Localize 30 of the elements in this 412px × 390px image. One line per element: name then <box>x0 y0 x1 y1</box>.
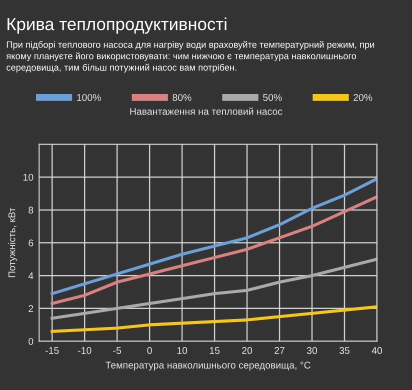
x-tick-label: 40 <box>372 347 382 354</box>
line-series <box>50 305 377 333</box>
x-axis-title: Температура навколишнього середовища, °C <box>106 362 310 370</box>
chart-subtitle: При підборі теплового насоса для нагріву води враховуйте температурний режим, при якому плануєте його використовувати: чим нижчою є температура навколишнього середовища, тим більш потужний насос вам потрібен. <box>6 40 374 73</box>
x-tick-label: 15 <box>210 347 220 354</box>
legend-label: 50% <box>263 94 282 101</box>
x-tick-label: 27 <box>274 347 284 354</box>
legend-title: Навантаження на тепловий насос <box>130 108 282 115</box>
y-tick-label: 0 <box>28 338 34 345</box>
x-tick-label: 30 <box>306 347 318 354</box>
x-tick-label: -10 <box>78 347 92 354</box>
y-axis-title: Потужність, кВт <box>8 208 18 278</box>
y-tick-label: 8 <box>28 206 34 214</box>
y-tick-label: 10 <box>24 174 34 181</box>
x-tick-label: 35 <box>339 347 350 354</box>
x-tick-label: 0 <box>147 347 152 354</box>
y-tick-label: 2 <box>28 305 34 312</box>
line-series <box>50 258 377 320</box>
x-tick-label: 10 <box>177 347 188 354</box>
x-tick-label: -5 <box>113 347 122 354</box>
chart-title: Крива теплопродуктивності <box>8 18 226 34</box>
line-series <box>50 177 377 296</box>
legend-label: 20% <box>354 94 372 101</box>
legend-label: 80% <box>172 94 192 101</box>
line-series <box>50 195 377 306</box>
x-tick-label: 20 <box>242 347 252 354</box>
y-tick-label: 6 <box>28 240 34 246</box>
legend-label: 100% <box>77 94 101 101</box>
x-tick-label: -15 <box>46 347 59 354</box>
y-tick-label: 4 <box>28 272 34 280</box>
